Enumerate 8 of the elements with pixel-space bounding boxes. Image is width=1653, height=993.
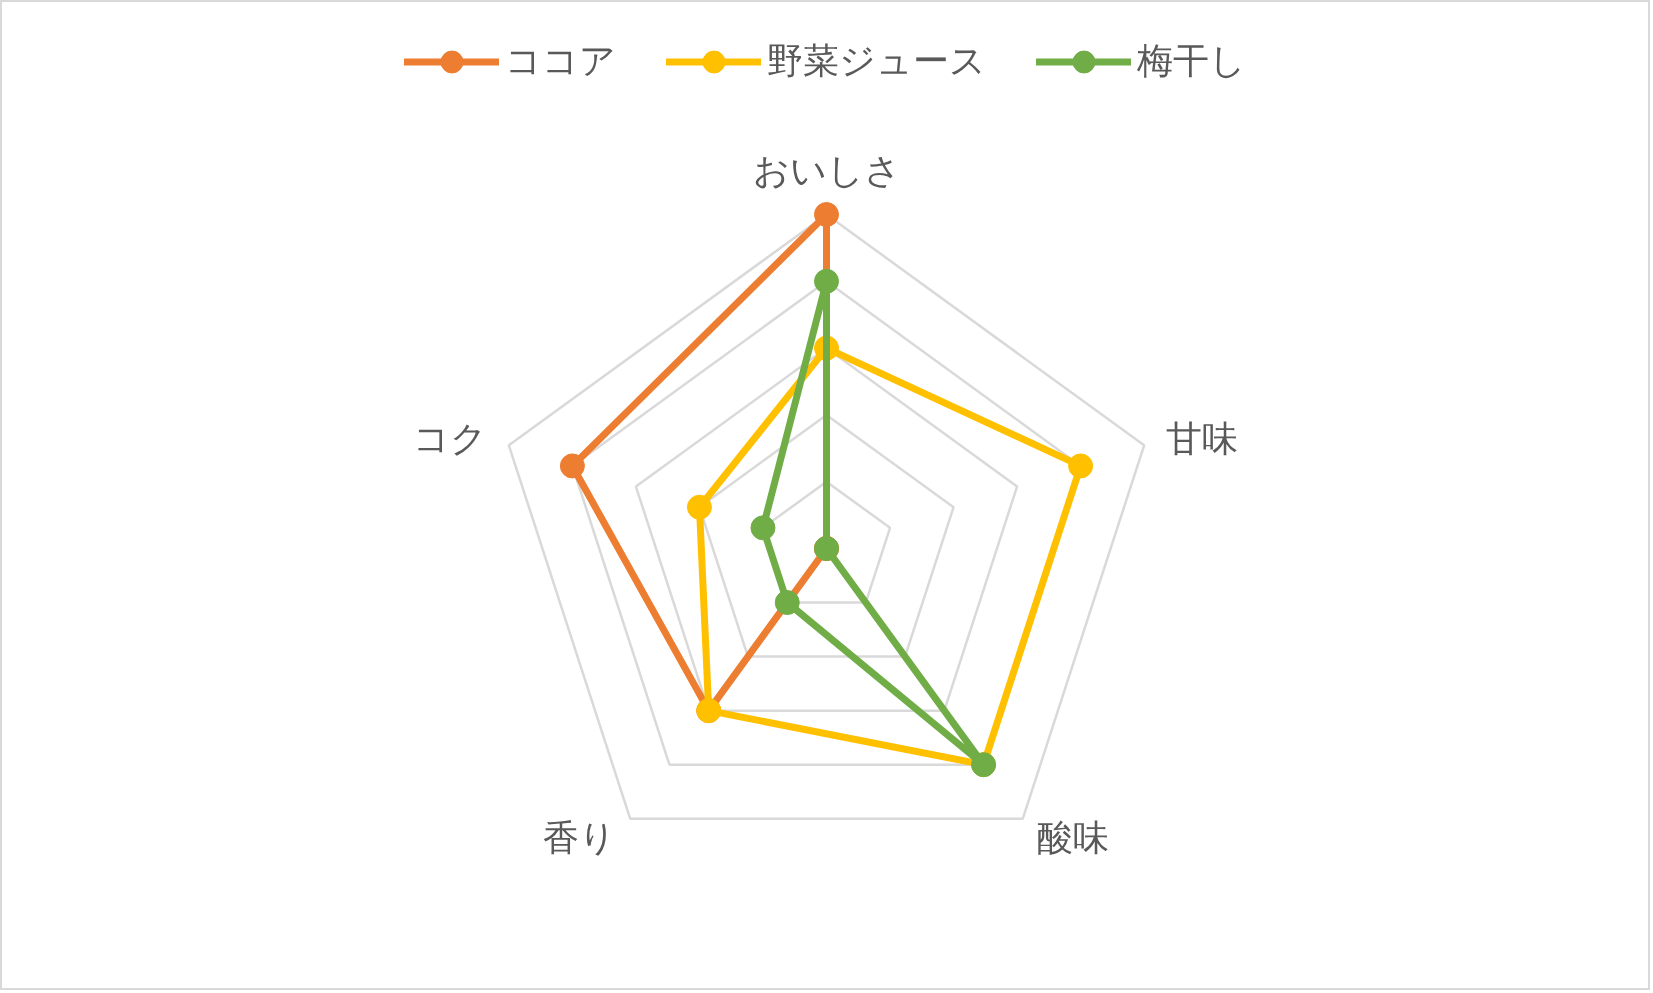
spoke-label: おいしさ — [752, 150, 901, 192]
legend-label: ココア — [505, 39, 616, 83]
spoke-label: 香り — [543, 817, 617, 859]
spoke-label: 甘味 — [1166, 417, 1239, 459]
legend-label: 梅干し — [1137, 39, 1246, 83]
spoke-label: コク — [412, 417, 487, 459]
legend-label: 野菜ジュース — [767, 39, 986, 83]
spoke-label: 酸味 — [1036, 817, 1109, 859]
